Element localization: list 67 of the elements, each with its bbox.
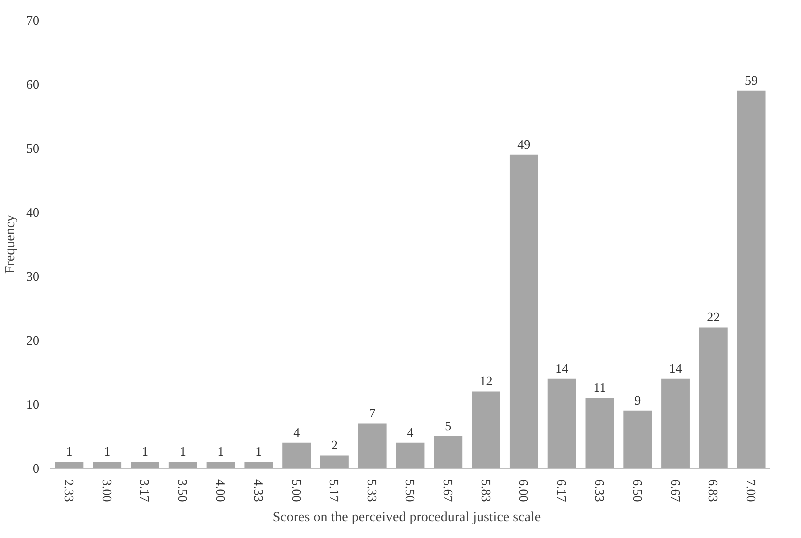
data-label: 11: [594, 380, 606, 396]
data-label: 1: [256, 444, 262, 460]
x-tick-label: 6.50: [630, 480, 646, 502]
bar: [624, 410, 652, 468]
y-tick-label: 0: [33, 461, 40, 476]
bar: [55, 462, 84, 468]
x-tick-label: 6.67: [668, 480, 684, 503]
x-tick-label: 6.33: [592, 480, 608, 502]
x-tick-label: 6.17: [554, 480, 570, 503]
data-label: 49: [518, 136, 531, 152]
data-label: 4: [294, 424, 301, 440]
bar: [396, 442, 425, 468]
bar: [320, 456, 349, 468]
data-label: 2: [331, 438, 338, 453]
y-tick-label: 70: [26, 13, 40, 28]
y-tick-label: 60: [26, 77, 40, 92]
x-tick-label: 5.33: [365, 480, 380, 502]
data-label: 4: [407, 424, 414, 440]
y-tick-label: 20: [26, 333, 40, 348]
x-tick-label: 3.17: [138, 480, 153, 503]
bar: [510, 154, 538, 468]
y-tick-label: 50: [26, 141, 40, 156]
data-label: 5: [445, 418, 452, 434]
bar: [131, 462, 160, 468]
x-tick-label: 6.83: [706, 480, 722, 502]
x-tick-label: 3.50: [176, 480, 191, 502]
x-tick-label: 3.00: [100, 480, 115, 502]
data-label: 14: [669, 360, 683, 376]
bar: [434, 436, 463, 468]
bar: [93, 462, 122, 468]
bar: [168, 462, 198, 468]
data-label: 14: [556, 360, 570, 376]
bar: [358, 424, 387, 468]
bar: [662, 378, 690, 468]
data-label: 1: [104, 444, 111, 460]
bar: [737, 90, 766, 468]
data-label: 59: [745, 72, 758, 88]
x-tick-label: 4.00: [214, 480, 229, 502]
data-label: 1: [180, 444, 186, 460]
x-tick-label: 2.33: [62, 480, 77, 502]
y-axis-title: Frequency: [4, 214, 18, 274]
data-label: 22: [707, 310, 720, 325]
bar: [699, 328, 728, 468]
x-tick-label: 5.00: [289, 480, 304, 502]
data-label: 12: [480, 374, 493, 389]
bar: [586, 398, 614, 468]
x-tick-label: 5.83: [478, 480, 494, 502]
bar: [244, 462, 274, 468]
x-tick-label: 6.00: [516, 480, 532, 502]
y-tick-label: 40: [26, 205, 40, 220]
bar: [548, 378, 576, 468]
y-tick-label: 10: [26, 397, 40, 412]
data-label: 1: [218, 444, 224, 460]
data-label: 7: [369, 406, 376, 421]
x-tick-label: 5.17: [327, 480, 342, 503]
data-label: 9: [634, 392, 642, 408]
y-tick-label: 30: [26, 269, 40, 284]
x-tick-label: 4.33: [251, 480, 266, 502]
bar: [472, 392, 500, 468]
x-axis-title: Scores on the perceived procedural justice scale: [272, 510, 542, 526]
x-tick-label: 5.67: [440, 480, 456, 503]
x-tick-label: 7.00: [744, 480, 760, 502]
bar: [206, 462, 236, 468]
data-label: 1: [66, 444, 73, 460]
bar: [282, 442, 312, 468]
data-label: 1: [142, 444, 148, 460]
x-tick-label: 5.50: [403, 480, 418, 502]
